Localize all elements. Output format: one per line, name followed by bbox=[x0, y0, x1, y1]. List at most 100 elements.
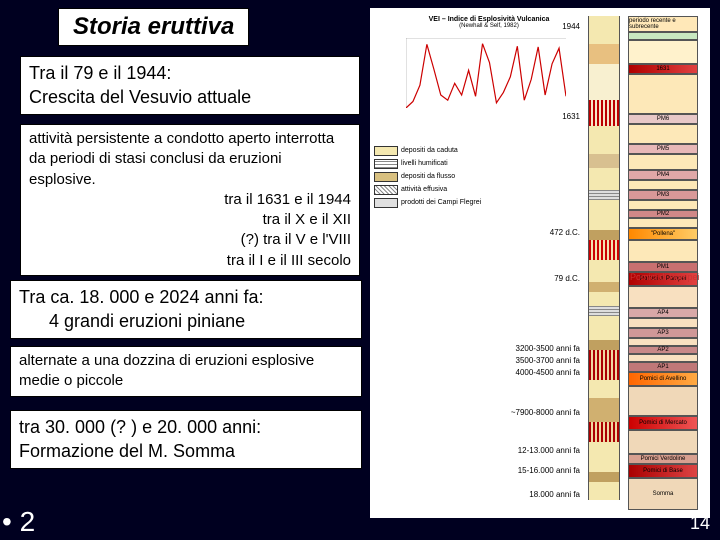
date-label: 472 d.C. bbox=[550, 228, 580, 237]
text-box-2: attività persistente a condotto aperto i… bbox=[20, 124, 360, 276]
eruption-segment bbox=[628, 180, 698, 190]
strat-segment bbox=[588, 350, 620, 380]
legend-swatch bbox=[374, 146, 398, 156]
eruption-segment: AP3 bbox=[628, 328, 698, 338]
legend-swatch bbox=[374, 172, 398, 182]
strat-segment bbox=[588, 260, 620, 282]
strat-segment bbox=[588, 240, 620, 260]
strat-segment bbox=[588, 292, 620, 306]
stratigraphy-diagram: VEI – Indice di Esplosività Vulcanica (N… bbox=[370, 8, 710, 518]
date-label: 1631 bbox=[562, 112, 580, 121]
legend-label: attività effusiva bbox=[401, 185, 447, 194]
strat-segment bbox=[588, 168, 620, 190]
box4-line2: medie o piccole bbox=[19, 371, 353, 391]
strat-segment bbox=[588, 126, 620, 154]
eruption-segment bbox=[628, 154, 698, 170]
box1-line2: Crescita del Vesuvio attuale bbox=[29, 85, 351, 109]
date-label: 12-13.000 anni fa bbox=[518, 446, 580, 455]
strat-segment bbox=[588, 154, 620, 168]
legend-row: prodotti dei Campi Flegrei bbox=[374, 198, 484, 208]
strat-segment bbox=[588, 380, 620, 398]
eruption-segment bbox=[628, 386, 698, 416]
eruption-segment: Somma bbox=[628, 478, 698, 510]
box5-line2: Formazione del M. Somma bbox=[19, 439, 353, 463]
diagram-legend: depositi da caduta livelli humificati depo… bbox=[374, 146, 484, 211]
box3-line2: 4 grandi eruzioni piniane bbox=[19, 309, 353, 333]
eruption-segment: AP4 bbox=[628, 308, 698, 318]
legend-row: depositi da caduta bbox=[374, 146, 484, 156]
box1-line1: Tra il 79 e il 1944: bbox=[29, 61, 351, 85]
strat-segment bbox=[588, 472, 620, 482]
legend-swatch bbox=[374, 185, 398, 195]
eruption-segment bbox=[628, 74, 698, 114]
strat-segment bbox=[588, 230, 620, 240]
legend-label: prodotti dei Campi Flegrei bbox=[401, 198, 481, 207]
text-box-5: tra 30. 000 (? ) e 20. 000 anni: Formazi… bbox=[10, 410, 362, 469]
vei-chart bbox=[406, 38, 566, 108]
strat-column bbox=[588, 16, 620, 510]
eruption-segment: PM3 bbox=[628, 190, 698, 200]
box3-line1: Tra ca. 18. 000 e 2024 anni fa: bbox=[19, 285, 353, 309]
strat-segment bbox=[588, 442, 620, 472]
eruption-segment bbox=[628, 40, 698, 64]
eruption-segment: PM1 bbox=[628, 262, 698, 272]
strat-segment bbox=[588, 16, 620, 44]
vei-title: VEI – Indice di Esplosività Vulcanica bbox=[404, 16, 574, 23]
box5-line1: tra 30. 000 (? ) e 20. 000 anni: bbox=[19, 415, 353, 439]
strat-segment bbox=[588, 340, 620, 350]
legend-row: depositi da flusso bbox=[374, 172, 484, 182]
box2-r1: tra il 1631 e il 1944 bbox=[29, 190, 351, 210]
box4-line1: alternate a una dozzina di eruzioni espl… bbox=[19, 351, 353, 371]
eruption-segment: PM6 bbox=[628, 114, 698, 124]
date-label: 15-16.000 anni fa bbox=[518, 466, 580, 475]
eruption-segment: AP2 bbox=[628, 346, 698, 354]
eruption-segment: periodo recente e subrecente bbox=[628, 16, 698, 32]
eruption-segment bbox=[628, 338, 698, 346]
text-box-4: alternate a una dozzina di eruzioni espl… bbox=[10, 346, 362, 397]
eruption-segment bbox=[628, 200, 698, 210]
box2-line1: attività persistente a condotto aperto i… bbox=[29, 129, 351, 149]
date-label: 4000-4500 anni fa bbox=[516, 368, 581, 377]
vei-header: VEI – Indice di Esplosività Vulcanica (N… bbox=[404, 16, 574, 29]
legend-label: livelli humificati bbox=[401, 159, 448, 168]
legend-swatch bbox=[374, 159, 398, 169]
eruption-segment: PM2 bbox=[628, 210, 698, 218]
eruption-segment: AP1 bbox=[628, 362, 698, 372]
strat-segment bbox=[588, 398, 620, 422]
date-label: 18.000 anni fa bbox=[529, 490, 580, 499]
eruption-segment bbox=[628, 318, 698, 328]
text-box-3: Tra ca. 18. 000 e 2024 anni fa: 4 grandi… bbox=[10, 280, 362, 339]
eruption-segment bbox=[628, 286, 698, 308]
date-label: 79 d.C. bbox=[554, 274, 580, 283]
date-label: 3200-3500 anni fa bbox=[516, 344, 581, 353]
pompei-label: Pomici di Pompei bbox=[630, 272, 700, 282]
box2-r2: tra il X e il XII bbox=[29, 210, 351, 230]
eruption-segment bbox=[628, 124, 698, 144]
bullet-2: • 2 bbox=[2, 506, 35, 538]
box2-line2: da periodi di stasi conclusi da eruzioni… bbox=[29, 149, 351, 190]
eruption-segment: PM4 bbox=[628, 170, 698, 180]
strat-segment bbox=[588, 200, 620, 230]
eruption-bar: periodo recente e subrecente1631PM6PM5PM… bbox=[628, 16, 698, 510]
box2-r3: (?) tra il V e l'VIII bbox=[29, 230, 351, 250]
eruption-segment bbox=[628, 32, 698, 40]
eruption-segment bbox=[628, 430, 698, 454]
legend-label: depositi da flusso bbox=[401, 172, 455, 181]
date-label: ~7900-8000 anni fa bbox=[511, 408, 580, 417]
strat-segment bbox=[588, 100, 620, 126]
strat-segment bbox=[588, 282, 620, 292]
eruption-segment: "Pollena" bbox=[628, 228, 698, 240]
date-label: 1944 bbox=[562, 22, 580, 31]
date-label: 3500-3700 anni fa bbox=[516, 356, 581, 365]
strat-segment bbox=[588, 422, 620, 442]
strat-segment bbox=[588, 190, 620, 200]
slide-title: Storia eruttiva bbox=[58, 8, 249, 46]
strat-segment bbox=[588, 306, 620, 316]
eruption-segment bbox=[628, 240, 698, 262]
eruption-segment bbox=[628, 354, 698, 362]
eruption-segment: Pomici di Mercato bbox=[628, 416, 698, 430]
legend-swatch bbox=[374, 198, 398, 208]
text-box-1: Tra il 79 e il 1944: Crescita del Vesuvi… bbox=[20, 56, 360, 115]
eruption-segment: Pomici di Base bbox=[628, 464, 698, 478]
legend-row: attività effusiva bbox=[374, 185, 484, 195]
